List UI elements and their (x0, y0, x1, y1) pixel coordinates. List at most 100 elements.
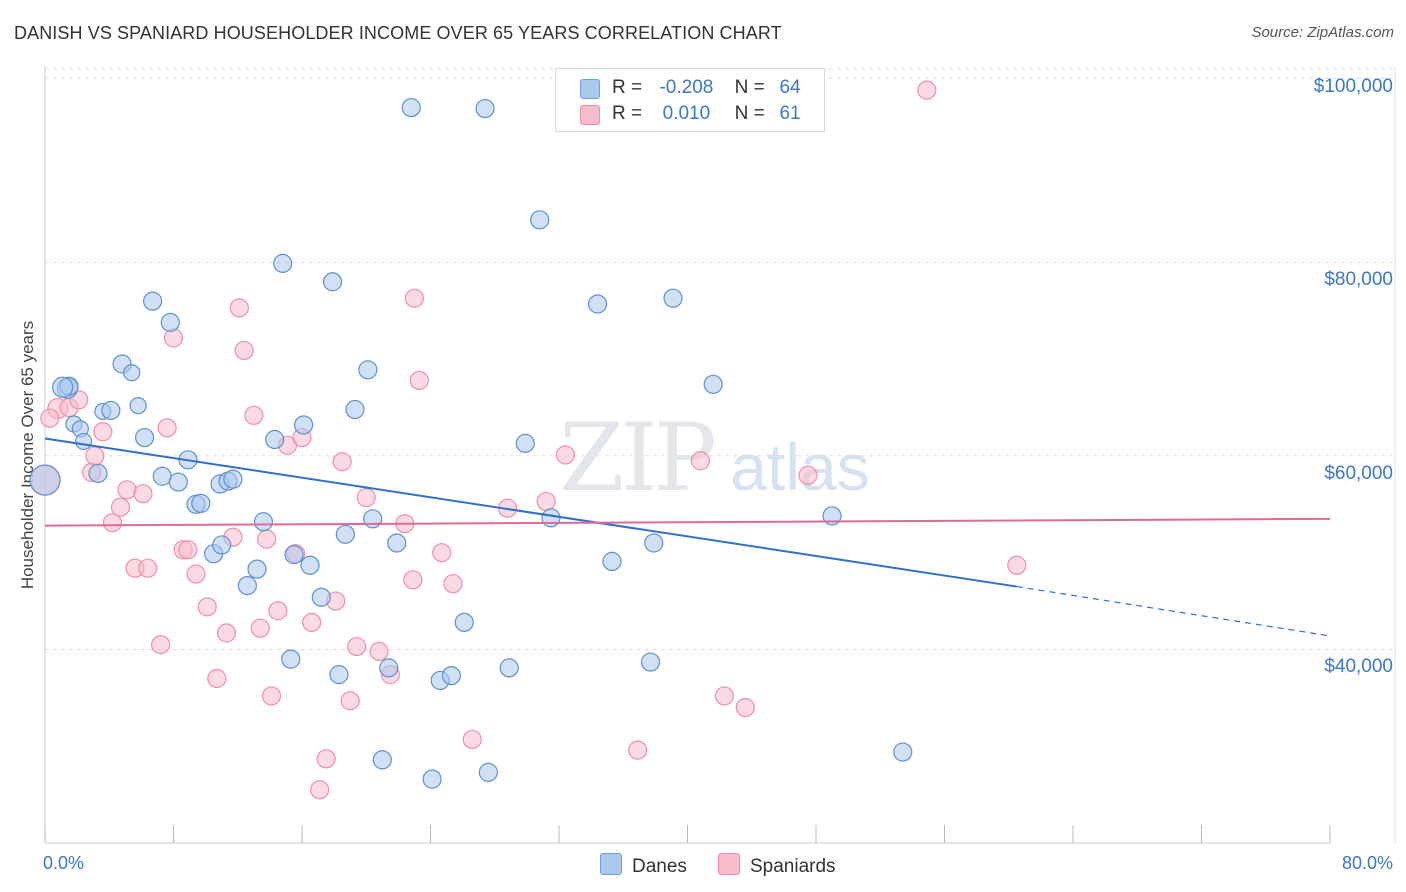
spaniard-point (110, 497, 131, 517)
dane-point (311, 587, 331, 607)
spaniard-point (178, 540, 198, 560)
spaniard-point (261, 686, 282, 706)
dane-point (478, 762, 498, 782)
danes-legend-swatch (600, 853, 622, 875)
spaniard-point (555, 445, 576, 465)
spaniard-point (432, 543, 452, 563)
dane-point (530, 210, 550, 230)
x-tick-label-max: 80.0% (1341, 853, 1393, 873)
dane-point (329, 665, 349, 685)
spaniard-point (216, 623, 237, 643)
spaniard-point (356, 487, 376, 508)
spaniard-point (403, 570, 423, 590)
dane-point (515, 433, 535, 453)
dane-point (101, 400, 121, 421)
dane-point (223, 469, 243, 489)
spaniard-point (347, 636, 367, 657)
danes-trend-extension (1016, 585, 1331, 637)
dane-point (587, 294, 608, 314)
spaniard-point (302, 612, 322, 632)
dane-point (74, 432, 93, 451)
dane-point (168, 472, 188, 492)
spaniard-point (690, 451, 710, 471)
dane-point (284, 545, 304, 565)
dane-point (294, 415, 314, 435)
dane-point (237, 576, 257, 596)
spaniard-point (443, 574, 463, 594)
dane-point (401, 97, 421, 118)
dane-point (541, 508, 561, 528)
watermark: ZIP atlas (559, 404, 870, 513)
danes-legend-label: Danes (632, 856, 687, 877)
source-label: Source: ZipAtlas.com (1251, 24, 1394, 41)
danes-n-label: N = (734, 77, 765, 98)
dane-point (387, 533, 407, 553)
spaniard-point (197, 597, 217, 617)
dane-point (88, 463, 108, 483)
y-tick-label: $60,000 (1324, 462, 1393, 484)
legend-spaniards[interactable]: Spaniards (718, 853, 836, 878)
spaniards-legend-label: Spaniards (750, 856, 836, 877)
watermark-zip: ZIP (559, 404, 713, 513)
dane-point (265, 429, 285, 450)
spaniard-point (229, 298, 249, 318)
spaniard-point (404, 288, 425, 308)
danes-trend-line (44, 437, 1017, 588)
y-tick-label: $100,000 (1313, 75, 1393, 97)
dane-point (372, 750, 392, 770)
danes-r-label: R = (612, 77, 643, 98)
spaniard-point (186, 564, 206, 584)
dane-point (454, 612, 474, 632)
dane-point (663, 288, 683, 308)
spaniard-point (85, 446, 105, 466)
legend-danes[interactable]: Danes (600, 853, 687, 878)
spaniard-point (133, 484, 153, 504)
dane-point (123, 364, 141, 382)
spaniard-point (250, 618, 270, 638)
spaniard-point (332, 452, 352, 472)
dane-point (273, 253, 293, 273)
danes-r-value: -0.208 (659, 77, 714, 98)
spaniard-point (462, 729, 482, 750)
dane-point (822, 506, 842, 526)
spaniards-r-label: R = (612, 103, 643, 124)
dane-point (212, 535, 232, 555)
dane-point (52, 376, 74, 398)
spaniard-point (1007, 555, 1027, 575)
trend-lines (44, 437, 1331, 637)
axes (44, 66, 1396, 844)
dane-point (345, 399, 365, 420)
spaniard-point (310, 780, 330, 800)
spaniard-point (102, 513, 123, 533)
dane-point (300, 555, 320, 575)
spaniard-point (138, 558, 158, 578)
x-tick-label-min: 0.0% (43, 853, 85, 873)
dane-point (322, 272, 343, 292)
spaniard-point (316, 749, 336, 769)
spaniard-point (735, 697, 755, 718)
dane-point (441, 665, 461, 686)
dane-point (640, 652, 661, 672)
dane-point (475, 98, 495, 119)
dane-point (29, 464, 61, 496)
dane-point (335, 524, 355, 544)
dane-point (253, 512, 274, 532)
danes-swatch (580, 79, 600, 99)
dane-point (129, 397, 147, 415)
watermark-atlas: atlas (730, 430, 869, 504)
spaniard-point (207, 668, 227, 689)
spaniards-n-value: 61 (779, 103, 801, 124)
spaniard-point (93, 422, 113, 442)
spaniard-point (409, 370, 429, 391)
dane-point (281, 649, 301, 669)
dane-point (152, 466, 172, 486)
spaniard-point (536, 491, 556, 512)
spaniards-trend-line (44, 517, 1331, 527)
spaniard-point (628, 740, 648, 760)
dane-point (143, 291, 163, 311)
dane-point (363, 509, 383, 529)
dane-point (602, 551, 622, 572)
y-tick-label: $40,000 (1324, 656, 1393, 678)
stats-legend: R = -0.208 N = 64 R = 0.010 N = 61 (555, 68, 825, 132)
